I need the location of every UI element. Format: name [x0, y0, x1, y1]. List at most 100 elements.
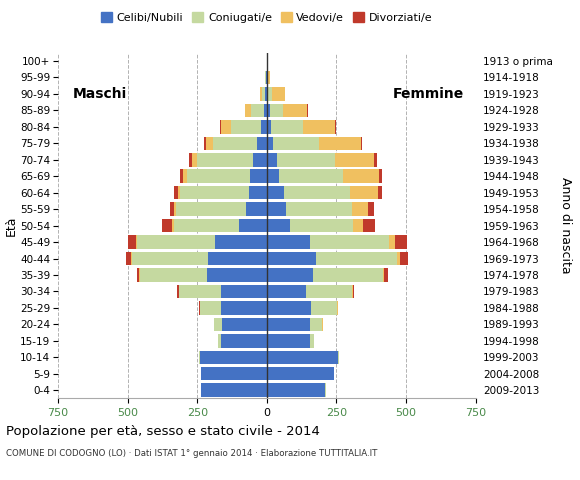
Bar [334, 367, 335, 381]
Bar [273, 87, 285, 101]
Bar [378, 186, 382, 199]
Bar [267, 87, 268, 101]
Bar [187, 169, 250, 183]
Bar [267, 235, 310, 249]
Bar [267, 384, 325, 397]
Bar [385, 268, 387, 282]
Bar [175, 186, 177, 199]
Bar [267, 252, 316, 265]
Bar [267, 285, 306, 298]
Bar [400, 252, 408, 265]
Bar [201, 367, 267, 381]
Bar [126, 252, 130, 265]
Bar [316, 252, 397, 265]
Bar [220, 120, 221, 133]
Bar [267, 153, 277, 167]
Bar [303, 120, 335, 133]
Bar [353, 285, 354, 298]
Bar [215, 235, 267, 249]
Bar [374, 153, 377, 167]
Bar [136, 235, 137, 249]
Bar [280, 169, 343, 183]
Bar [343, 169, 379, 183]
Bar [379, 169, 382, 183]
Bar [172, 219, 173, 232]
Bar [180, 169, 183, 183]
Bar [208, 252, 267, 265]
Bar [222, 318, 267, 331]
Bar [267, 268, 313, 282]
Bar [267, 203, 287, 216]
Bar [205, 137, 212, 150]
Bar [363, 219, 375, 232]
Bar [140, 268, 207, 282]
Bar [310, 334, 314, 348]
Bar [267, 137, 273, 150]
Bar [319, 137, 361, 150]
Bar [139, 268, 140, 282]
Bar [368, 203, 374, 216]
Bar [180, 186, 249, 199]
Bar [361, 137, 362, 150]
Bar [130, 252, 132, 265]
Bar [284, 186, 350, 199]
Bar [353, 219, 363, 232]
Bar [273, 137, 319, 150]
Bar [389, 235, 395, 249]
Bar [177, 186, 180, 199]
Bar [264, 104, 267, 117]
Bar [262, 87, 266, 101]
Bar [338, 350, 339, 364]
Bar [310, 318, 322, 331]
Bar [176, 203, 246, 216]
Bar [313, 268, 383, 282]
Bar [190, 153, 192, 167]
Bar [270, 104, 283, 117]
Bar [221, 285, 267, 298]
Bar [267, 169, 280, 183]
Bar [267, 318, 310, 331]
Bar [200, 350, 267, 364]
Bar [267, 219, 291, 232]
Bar [221, 120, 231, 133]
Bar [267, 301, 311, 314]
Bar [395, 235, 407, 249]
Bar [350, 186, 378, 199]
Bar [252, 104, 264, 117]
Bar [162, 219, 172, 232]
Bar [171, 203, 174, 216]
Bar [311, 301, 337, 314]
Bar [277, 153, 335, 167]
Text: Maschi: Maschi [72, 87, 127, 101]
Bar [261, 120, 267, 133]
Bar [174, 203, 176, 216]
Bar [268, 87, 273, 101]
Bar [207, 268, 267, 282]
Bar [128, 235, 136, 249]
Bar [173, 219, 239, 232]
Bar [267, 334, 310, 348]
Bar [267, 120, 271, 133]
Bar [192, 153, 197, 167]
Bar [246, 203, 267, 216]
Bar [267, 186, 284, 199]
Bar [231, 120, 261, 133]
Bar [267, 71, 268, 84]
Bar [221, 334, 267, 348]
Bar [245, 104, 252, 117]
Bar [204, 137, 205, 150]
Bar [260, 87, 262, 101]
Bar [137, 235, 215, 249]
Bar [351, 203, 368, 216]
Bar [177, 285, 179, 298]
Bar [266, 87, 267, 101]
Bar [249, 186, 267, 199]
Bar [253, 153, 267, 167]
Bar [136, 268, 139, 282]
Bar [179, 285, 221, 298]
Bar [132, 252, 208, 265]
Bar [214, 318, 222, 331]
Bar [397, 252, 400, 265]
Bar [267, 104, 270, 117]
Bar [198, 350, 200, 364]
